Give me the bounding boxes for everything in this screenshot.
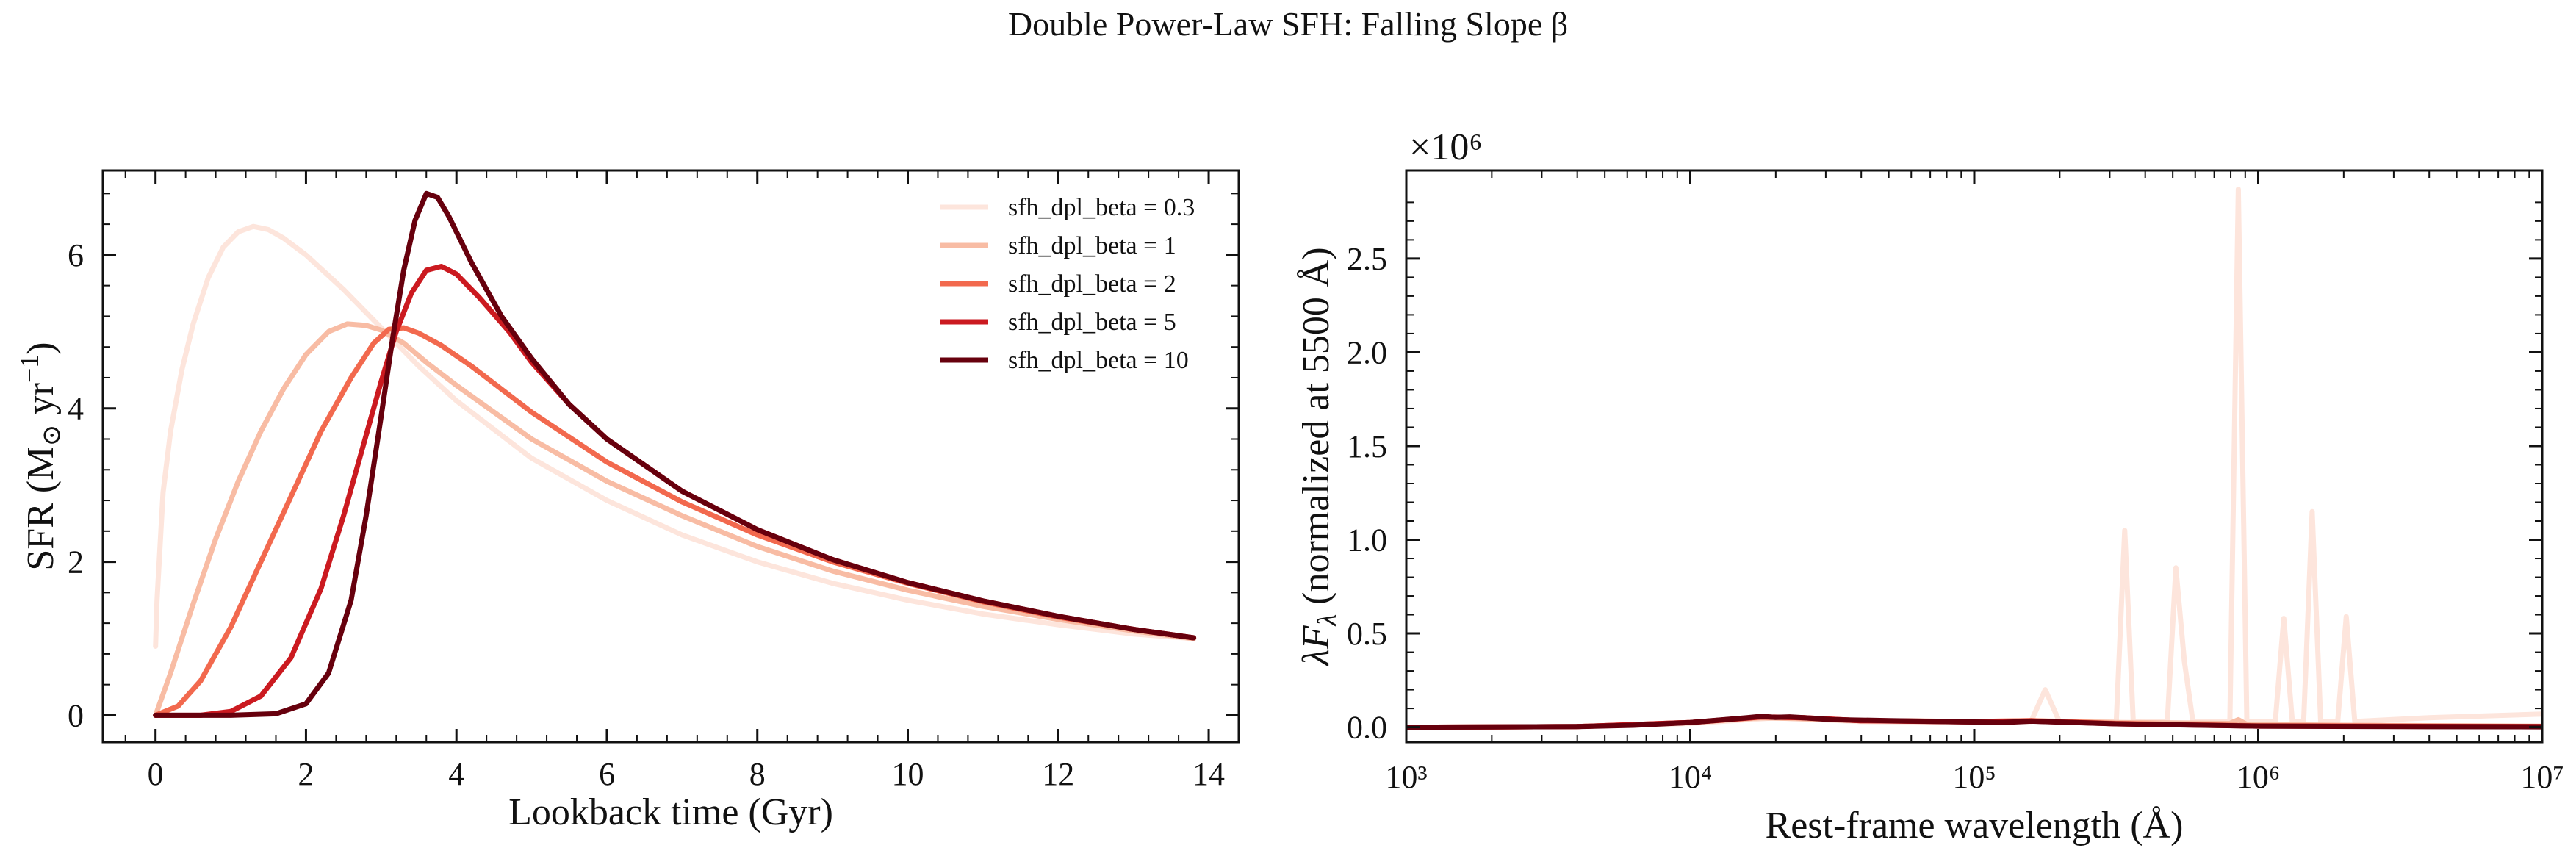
sfr-y-tick-label: 4 — [68, 391, 84, 427]
sed-y-label-main: λF — [1295, 625, 1337, 667]
sfr-y-label-sub: ⊙ — [37, 424, 66, 446]
sed-series-line-4 — [1406, 714, 2542, 730]
sed-x-axis-label: Rest-frame wavelength (Å) — [1766, 805, 2184, 847]
sed-y-tick-label: 2.0 — [1347, 334, 1387, 370]
sed-y-tick-label: 1.5 — [1347, 428, 1387, 464]
sed-y-label-rest: (normalized at 5500 Å) — [1295, 247, 1337, 614]
sfr-x-axis-label: Lookback time (Gyr) — [508, 791, 833, 833]
sed-x-tick-label: 10⁵ — [1952, 759, 1996, 795]
sed-offset-text: ×10⁶ — [1409, 126, 1482, 168]
sed-x-tick-label: 10³ — [1385, 759, 1427, 795]
sed-x-tick-label: 10⁶ — [2237, 759, 2280, 795]
sfr-chart-legend: sfh_dpl_beta = 0.3 sfh_dpl_beta = 1 sfh_dp… — [940, 194, 1195, 374]
sed-y-label-sub: λ — [1312, 614, 1342, 627]
sfr-x-tick-label: 0 — [148, 756, 164, 792]
sfr-x-tick-label: 4 — [448, 756, 464, 792]
sfr-y-label-main: SFR (M — [20, 447, 62, 571]
sfr-x-tick-label: 8 — [749, 756, 766, 792]
sfr-x-tick-label: 10 — [892, 756, 924, 792]
figure-title: Double Power-Law SFH: Falling Slope β — [1008, 5, 1568, 43]
sfr-series-line-4 — [153, 190, 1197, 718]
sfr-y-tick-label: 2 — [68, 544, 84, 581]
sfr-y-label-unit: yr — [20, 383, 62, 424]
sed-chart-frame — [1405, 169, 2544, 744]
legend-label-1: sfh_dpl_beta = 1 — [1008, 232, 1176, 259]
sed-x-tick-label: 10⁴ — [1669, 759, 1712, 795]
sfr-y-label-sup: −1 — [15, 355, 44, 383]
sfr-series-line-1 — [153, 321, 1197, 718]
sed-chart: 10³ 10⁴ 10⁵ 10⁶ 10⁷ 0.0 0.5 1.0 1.5 2.0 2.5 ×10⁶ R… — [1295, 126, 2564, 847]
sfr-y-tick-label: 6 — [68, 237, 84, 273]
legend-label-0: sfh_dpl_beta = 0.3 — [1008, 194, 1195, 221]
sfr-x-tick-label: 12 — [1042, 756, 1074, 792]
sfr-x-tick-label: 2 — [298, 756, 314, 792]
sed-y-tick-label: 0.0 — [1347, 710, 1387, 746]
sed-y-tick-label: 2.5 — [1347, 241, 1387, 277]
sfr-y-tick-label: 0 — [68, 697, 84, 733]
sfr-x-tick-label: 6 — [599, 756, 615, 792]
sfr-series-line-0 — [153, 223, 1197, 649]
sfr-chart-frame — [101, 169, 1240, 744]
sed-y-axis-label: λFλ (normalized at 5500 Å) — [1295, 247, 1342, 667]
legend-label-3: sfh_dpl_beta = 5 — [1008, 309, 1176, 336]
legend-label-2: sfh_dpl_beta = 2 — [1008, 270, 1176, 298]
sfr-x-tick-label: 14 — [1192, 756, 1225, 792]
sed-y-tick-label: 1.0 — [1347, 522, 1387, 558]
sed-x-tick-label: 10⁷ — [2520, 759, 2564, 795]
sfr-y-axis-label: SFR (M⊙ yr−1) — [15, 342, 66, 570]
sed-y-tick-label: 0.5 — [1347, 616, 1387, 652]
sfr-y-label-close: ) — [20, 342, 62, 354]
legend-label-4: sfh_dpl_beta = 10 — [1008, 347, 1189, 374]
